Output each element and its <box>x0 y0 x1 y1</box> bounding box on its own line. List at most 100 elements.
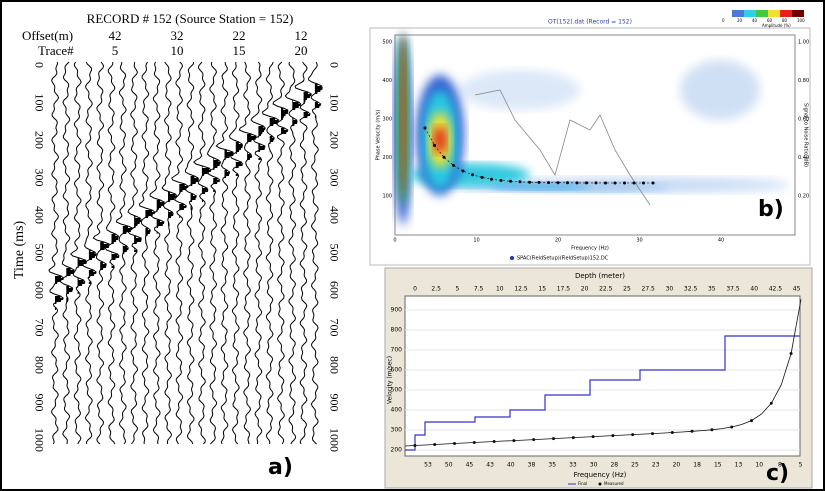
spectrum-blob <box>680 60 760 120</box>
time-tick-right: 900 <box>327 394 341 412</box>
y-tick: 600 <box>391 367 403 374</box>
tag: a) <box>268 455 293 480</box>
trace-value: 20 <box>295 43 308 58</box>
offset-value: 42 <box>109 28 122 43</box>
y-tick: 300 <box>382 117 392 123</box>
y-tick: 900 <box>391 307 403 314</box>
trace-wiggle <box>215 61 234 445</box>
y-label: Velocity (m/sec) <box>387 356 394 404</box>
tag: b) <box>758 197 784 222</box>
y-label: Time (ms) <box>12 221 27 280</box>
trace-fill <box>156 188 165 234</box>
colorbar-tick: 40 <box>752 18 758 23</box>
y-tick: 500 <box>382 40 392 46</box>
y-tick: 200 <box>382 155 392 161</box>
trace-fill <box>235 130 243 176</box>
time-tick-right: 400 <box>327 206 341 224</box>
trace-fill <box>145 198 155 244</box>
time-tick-left: 400 <box>32 206 46 224</box>
trace-wiggle <box>294 61 313 445</box>
trace-wiggle <box>60 61 75 445</box>
trace-fill <box>168 180 177 226</box>
y-tick: 500 <box>391 387 403 394</box>
trace-value: 10 <box>171 43 184 58</box>
dispersion-point <box>537 180 541 184</box>
freq-tick: 45 <box>466 462 474 469</box>
depth-tick: 37.5 <box>726 286 740 293</box>
trace-fill <box>314 72 323 118</box>
time-tick-left: 800 <box>32 356 46 374</box>
freq-tick: 35 <box>548 462 556 469</box>
offset-value: 12 <box>295 28 308 43</box>
colorbar-cell <box>720 10 732 17</box>
dispersion-point <box>556 181 560 185</box>
x-label: Frequency (Hz) <box>571 246 609 252</box>
trace-wiggle <box>82 61 97 445</box>
time-tick-left: 900 <box>32 394 46 412</box>
dispersion-point <box>604 181 607 185</box>
dispersion-point <box>423 126 427 130</box>
dispersion-point <box>613 181 617 185</box>
y-label: Phase Velocity (m/s) <box>376 110 382 161</box>
trace-value: 15 <box>233 43 246 58</box>
freq-tick: 5 <box>799 462 803 469</box>
y2-tick: 1.00 <box>798 40 809 46</box>
x-tick: 10 <box>473 238 479 244</box>
colorbar-tick: 100 <box>797 18 805 23</box>
time-tick-right: 800 <box>327 356 341 374</box>
depth-tick: 2.5 <box>431 286 441 293</box>
colorbar-cell <box>780 10 792 17</box>
trace-fill <box>213 146 221 192</box>
tag: c) <box>766 461 789 486</box>
trace-wiggle <box>284 61 302 445</box>
offset-label: Offset(m) <box>22 28 73 43</box>
time-tick-left: 600 <box>32 281 46 299</box>
depth-tick: 0 <box>413 286 417 293</box>
time-tick-right: 500 <box>327 244 341 262</box>
freq-tick: 10 <box>755 462 763 469</box>
time-tick-right: 200 <box>327 131 341 149</box>
y2-tick: 0.40 <box>798 155 809 161</box>
freq-tick: 38 <box>528 462 536 469</box>
title: OT(152).dat (Record = 152) <box>548 19 632 26</box>
trace-fill <box>258 114 266 160</box>
dispersion-point <box>632 181 636 185</box>
snr-line <box>474 89 651 206</box>
trace-fill <box>122 214 133 260</box>
trace-fill <box>179 172 188 218</box>
y-tick: 700 <box>391 347 403 354</box>
trace-fill <box>269 106 279 152</box>
trace-wiggle <box>171 61 189 445</box>
colorbar-tick: 0 <box>722 18 725 23</box>
legend-marker <box>510 256 514 260</box>
dispersion-point <box>461 169 465 173</box>
time-tick-left: 0 <box>32 62 46 68</box>
vs-profile <box>405 335 800 451</box>
trace-wiggle <box>193 61 212 445</box>
colorbar-label: Amplitude (%) <box>762 23 791 28</box>
time-tick-right: 0 <box>327 62 341 68</box>
trace-fill <box>224 138 234 184</box>
y-tick: 400 <box>391 407 403 414</box>
depth-tick: 45 <box>793 286 801 293</box>
trace-label: Trace# <box>38 43 74 58</box>
y2-tick: 0.60 <box>798 117 809 123</box>
depth-tick: 10 <box>496 286 504 293</box>
legend-measured: Measured <box>604 481 624 486</box>
trace-fill <box>66 256 74 302</box>
time-tick-right: 600 <box>327 281 341 299</box>
trace-wiggle <box>138 61 156 445</box>
freq-tick: 18 <box>693 462 701 469</box>
freq-tick: 15 <box>714 462 722 469</box>
trace-wiggle <box>149 61 165 445</box>
final-curve <box>404 299 802 447</box>
freq-tick: 30 <box>590 462 598 469</box>
freq-tick: 13 <box>735 462 743 469</box>
trace-fill <box>247 122 257 168</box>
depth-tick: 32.5 <box>684 286 698 293</box>
x-tick: 20 <box>555 238 561 244</box>
y-tick: 800 <box>391 327 403 334</box>
trace-wiggle <box>250 61 266 445</box>
dispersion-point <box>452 163 455 167</box>
